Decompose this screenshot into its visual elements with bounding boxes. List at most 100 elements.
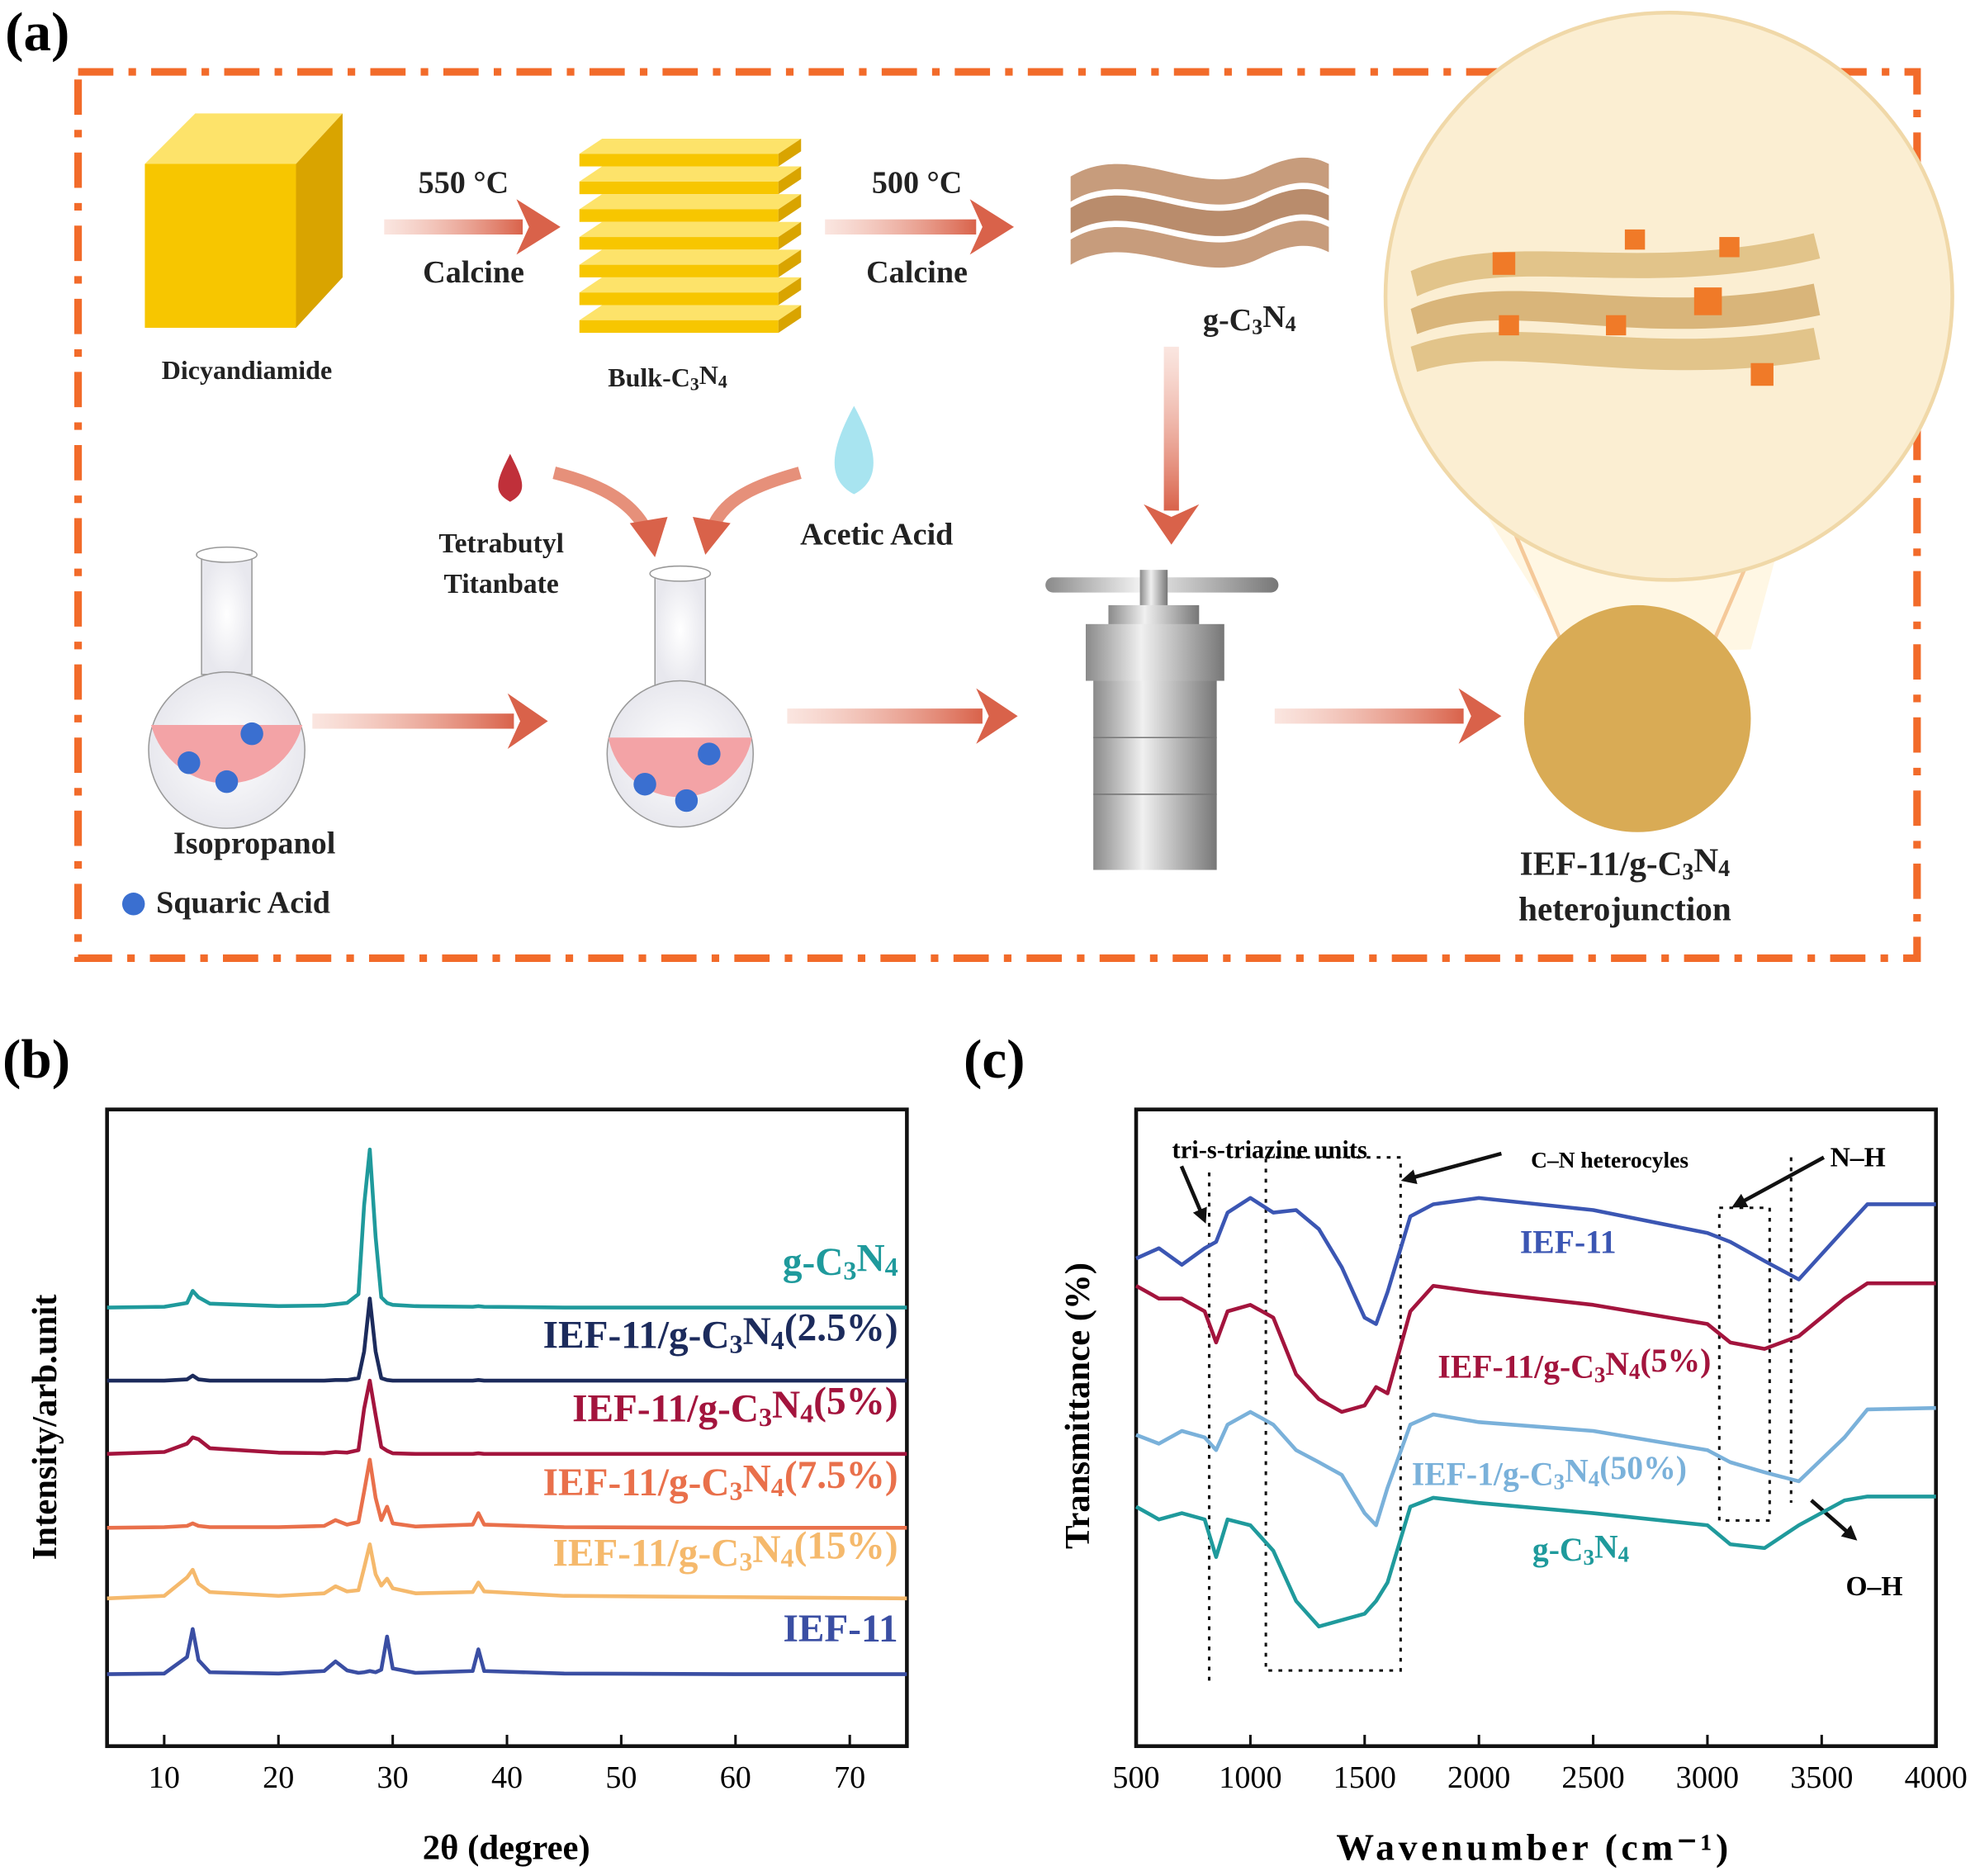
label: Bulk-C3N4 — [608, 360, 727, 394]
x-tick-label: 10 — [149, 1760, 180, 1795]
label: heterojunction — [1518, 890, 1731, 928]
annotation-arrows — [1179, 1151, 1858, 1541]
sheets — [1070, 157, 1329, 268]
layer — [778, 166, 802, 195]
x-tick-label: 2500 — [1561, 1760, 1624, 1795]
layer — [579, 264, 779, 277]
layer — [579, 305, 802, 320]
layer — [778, 221, 802, 250]
layer — [579, 138, 802, 154]
series-line — [107, 1296, 907, 1383]
powder — [1523, 604, 1751, 832]
label: Dicyandiamide — [162, 355, 332, 385]
series-label: IEF-11/g-C3N4(5%) — [1437, 1343, 1711, 1387]
panel-label: (c) — [964, 1029, 1025, 1091]
label: g-C3N4 — [1203, 300, 1296, 339]
layer — [579, 221, 802, 238]
step-temp: 500 °C — [872, 165, 962, 200]
x-tick-label: 70 — [834, 1760, 865, 1795]
x-tick-label: 20 — [263, 1760, 294, 1795]
series-line — [107, 1378, 907, 1457]
x-tick-label: 500 — [1112, 1760, 1159, 1795]
series-label: IEF-11/g-C3N4(7.5%) — [543, 1454, 898, 1506]
label: Tetrabutyl — [438, 528, 564, 559]
x-tick-label: 3000 — [1676, 1760, 1739, 1795]
x-tick-label: 4000 — [1905, 1760, 1968, 1795]
step-action: Calcine — [423, 255, 524, 290]
layer — [579, 249, 802, 265]
series-line — [1135, 1405, 1936, 1528]
dashed-border — [74, 68, 1921, 963]
label: Titanbate — [444, 569, 559, 599]
layer — [579, 194, 802, 210]
drop-red — [498, 453, 523, 502]
label: Squaric Acid — [156, 885, 330, 920]
layer — [579, 154, 779, 167]
arrows — [312, 199, 1502, 749]
x-tick-label: 60 — [720, 1760, 751, 1795]
series-line — [1134, 1281, 1936, 1414]
panel-label: (b) — [2, 1029, 70, 1091]
cube — [144, 113, 343, 328]
label: Isopropanol — [173, 826, 335, 860]
y-axis-label: Intensity/arb.unit — [26, 1294, 64, 1561]
series-line — [107, 1627, 907, 1676]
annotation-guides — [1207, 1156, 1793, 1684]
step-action: Calcine — [866, 255, 968, 290]
flask-1 — [148, 546, 305, 829]
annotation: O–H — [1845, 1571, 1902, 1602]
x-tick-label: 30 — [377, 1760, 409, 1795]
annotation: N–H — [1831, 1142, 1886, 1172]
legend-dot — [121, 893, 145, 916]
x-tick-label: 1000 — [1219, 1760, 1281, 1795]
autoclave — [1045, 570, 1279, 870]
layer — [579, 292, 779, 306]
x-tick-label: 2000 — [1447, 1760, 1510, 1795]
zoom-content — [1410, 229, 1821, 386]
plot-frame — [1134, 1107, 1938, 1749]
series-line — [107, 1542, 907, 1601]
step-temp: 550 °C — [419, 165, 509, 200]
x-axis-label: Wavenumber (cm⁻¹) — [1336, 1826, 1731, 1868]
layer — [778, 138, 802, 167]
series-label: IEF-11 — [1520, 1225, 1617, 1261]
x-tick-label: 40 — [491, 1760, 523, 1795]
x-tick-label: 3500 — [1790, 1760, 1853, 1795]
x-axis-label: 2θ (degree) — [423, 1828, 590, 1867]
x-tick-label: 1500 — [1333, 1760, 1396, 1795]
annotation: C–N heterocyles — [1531, 1148, 1688, 1172]
drop-blue — [834, 405, 874, 495]
series-label: IEF-11/g-C3N4(2.5%) — [543, 1307, 898, 1359]
layer — [579, 181, 779, 195]
series-label: IEF-1/g-C3N4(50%) — [1412, 1450, 1687, 1495]
y-axis-label: Transmittance (%) — [1059, 1263, 1097, 1549]
series-label: IEF-11 — [783, 1608, 898, 1651]
layer — [579, 320, 779, 334]
series-label: g-C3N4 — [1532, 1528, 1629, 1570]
layer — [778, 305, 802, 334]
layer — [579, 277, 802, 293]
series-line — [1135, 1196, 1936, 1326]
layer — [579, 209, 779, 222]
series-label: IEF-11/g-C3N4(15%) — [552, 1524, 898, 1576]
series-line — [107, 1457, 907, 1530]
label: Acetic Acid — [800, 517, 953, 552]
layer — [579, 166, 802, 182]
bulk-layers — [579, 138, 802, 334]
layer — [778, 249, 802, 277]
scheme: (a) 550 °C Calcine 500 °C Calcine Dicyan… — [5, 1, 1954, 963]
series-line — [107, 1147, 907, 1310]
flask-2 — [606, 565, 755, 828]
layer — [778, 194, 802, 222]
zoom-circle — [1383, 10, 1954, 582]
annotation: tri-s-triazine units — [1172, 1136, 1367, 1164]
layer — [778, 277, 802, 306]
layer — [579, 237, 779, 250]
series-label: g-C3N4 — [783, 1237, 898, 1286]
series-line — [1134, 1495, 1936, 1629]
label: IEF-11/g-C3N4 — [1520, 841, 1730, 885]
panel-label: (a) — [5, 1, 69, 63]
x-tick-label: 50 — [605, 1760, 637, 1795]
series-label: IEF-11/g-C3N4(5%) — [572, 1380, 898, 1432]
